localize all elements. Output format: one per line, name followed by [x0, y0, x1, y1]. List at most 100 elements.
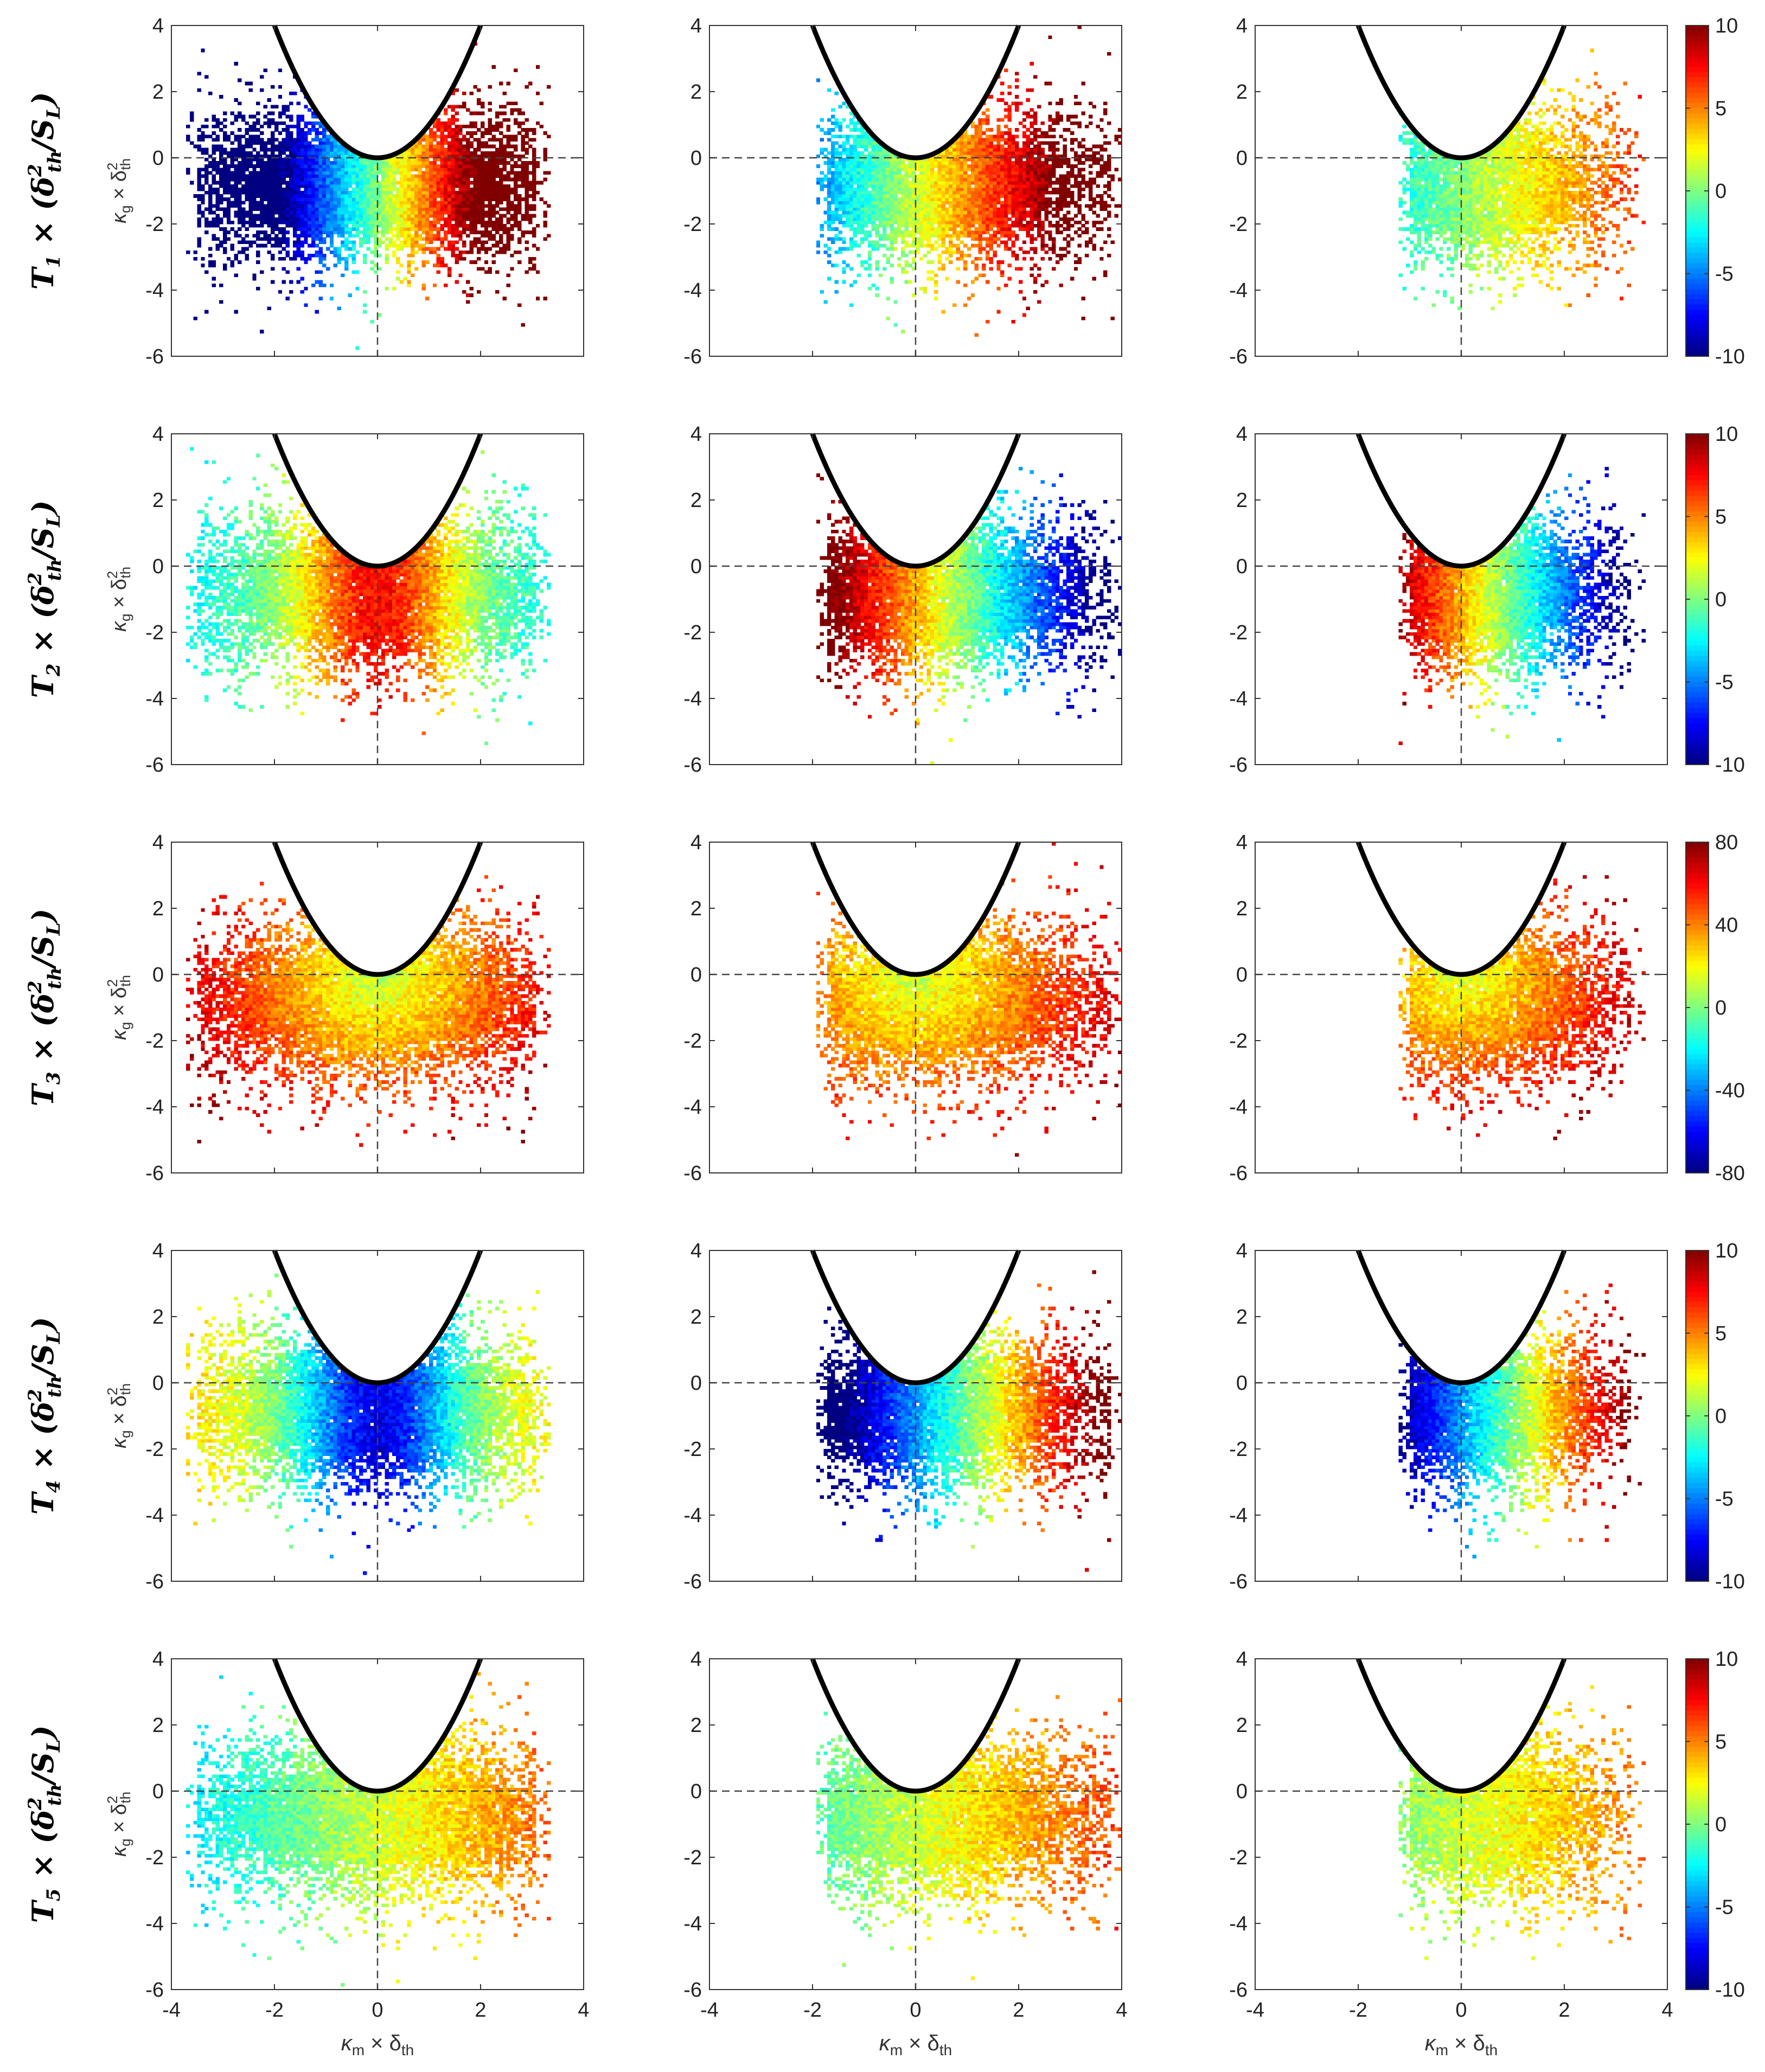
heat-cell: [525, 217, 529, 221]
heat-cell: [285, 217, 290, 221]
heat-cell: [919, 197, 924, 201]
heat-cell: [514, 118, 518, 122]
heat-cell: [322, 138, 327, 142]
heat-cell: [970, 121, 975, 125]
heat-cell: [849, 118, 854, 122]
heat-cell: [982, 168, 986, 171]
heat-cell: [956, 234, 960, 238]
heat-cell: [495, 114, 500, 119]
heat-cell: [278, 177, 283, 182]
heat-cell: [970, 177, 975, 182]
heat-cell: [447, 227, 452, 231]
heat-cell: [329, 214, 334, 218]
heat-cell: [488, 118, 492, 122]
heat-cell: [234, 164, 238, 168]
heat-cell: [395, 204, 400, 208]
heat-cell: [967, 184, 971, 188]
heat-cell: [318, 230, 323, 234]
heat-cell: [308, 181, 312, 185]
heat-cell: [282, 191, 286, 195]
heat-cell: [477, 111, 481, 116]
heat-cell: [502, 207, 507, 211]
heat-cell: [982, 111, 986, 116]
heat-cell: [890, 161, 894, 165]
heat-cell: [838, 121, 842, 125]
heat-cell: [362, 237, 367, 241]
heat-cell: [864, 234, 868, 238]
heat-cell: [411, 191, 415, 195]
heat-cell: [271, 181, 275, 185]
heat-cell: [506, 144, 510, 149]
heat-cell: [498, 240, 503, 245]
heat-cell: [510, 224, 514, 228]
heat-cell: [278, 144, 283, 149]
heat-cell: [993, 201, 997, 204]
heat-cell: [495, 290, 500, 294]
heat-cell: [900, 220, 905, 224]
heat-cell: [278, 168, 283, 171]
heat-cell: [481, 234, 485, 238]
heat-cell: [1015, 134, 1019, 138]
heat-cell: [1007, 128, 1012, 132]
heat-cell: [856, 128, 861, 132]
heat-cell: [399, 224, 404, 228]
heat-cell: [230, 121, 234, 125]
heat-cell: [469, 141, 474, 145]
heat-cell: [846, 168, 850, 171]
heat-cell: [849, 283, 854, 287]
heat-cell: [827, 227, 832, 231]
heat-cell: [1007, 207, 1012, 211]
heat-cell: [429, 161, 433, 165]
heat-cell: [429, 138, 433, 142]
heat-cell: [930, 161, 935, 165]
heat-cell: [411, 184, 415, 188]
heat-cell: [285, 141, 290, 145]
heat-cell: [1007, 197, 1012, 201]
heat-cell: [842, 267, 846, 271]
heat-cell: [919, 187, 924, 191]
heat-cell: [867, 161, 872, 165]
heat-cell: [315, 147, 319, 152]
heat-cell: [285, 207, 290, 211]
heat-cell: [543, 147, 547, 152]
heat-cell: [304, 158, 308, 162]
heat-cell: [949, 161, 953, 165]
heat-cell: [974, 174, 979, 178]
heat-cell: [436, 141, 440, 145]
heat-cell: [469, 243, 474, 248]
heat-cell: [525, 270, 529, 274]
heat-cell: [547, 171, 551, 175]
heat-cell: [381, 220, 386, 224]
heat-cell: [1022, 187, 1027, 191]
heat-cell: [289, 101, 293, 105]
heat-cell: [234, 134, 238, 138]
heat-cell: [458, 273, 463, 278]
heat-cell: [521, 197, 525, 201]
heat-cell: [1003, 184, 1008, 188]
heat-cell: [282, 217, 286, 221]
heat-cell: [469, 134, 474, 138]
heat-cell: [941, 227, 945, 231]
heat-cell: [495, 194, 500, 198]
heat-cell: [989, 210, 994, 215]
heat-cell: [432, 177, 437, 182]
heat-cell: [322, 253, 327, 258]
heat-cell: [226, 207, 231, 211]
heat-cell: [820, 177, 824, 182]
heat-cell: [893, 158, 898, 162]
heat-cell: [856, 158, 861, 162]
heat-cell: [186, 125, 190, 129]
heat-cell: [462, 144, 466, 149]
heat-cell: [421, 144, 426, 149]
heat-cell: [451, 194, 456, 198]
heat-cell: [296, 144, 301, 149]
heat-cell: [292, 125, 297, 129]
heat-cell: [238, 144, 242, 149]
heat-cell: [197, 88, 201, 92]
heat-cell: [1015, 72, 1019, 76]
heat-cell: [274, 121, 279, 125]
heat-cell: [952, 181, 957, 185]
heat-cell: [455, 144, 459, 149]
heat-cell: [238, 191, 242, 195]
heat-cell: [263, 191, 267, 195]
